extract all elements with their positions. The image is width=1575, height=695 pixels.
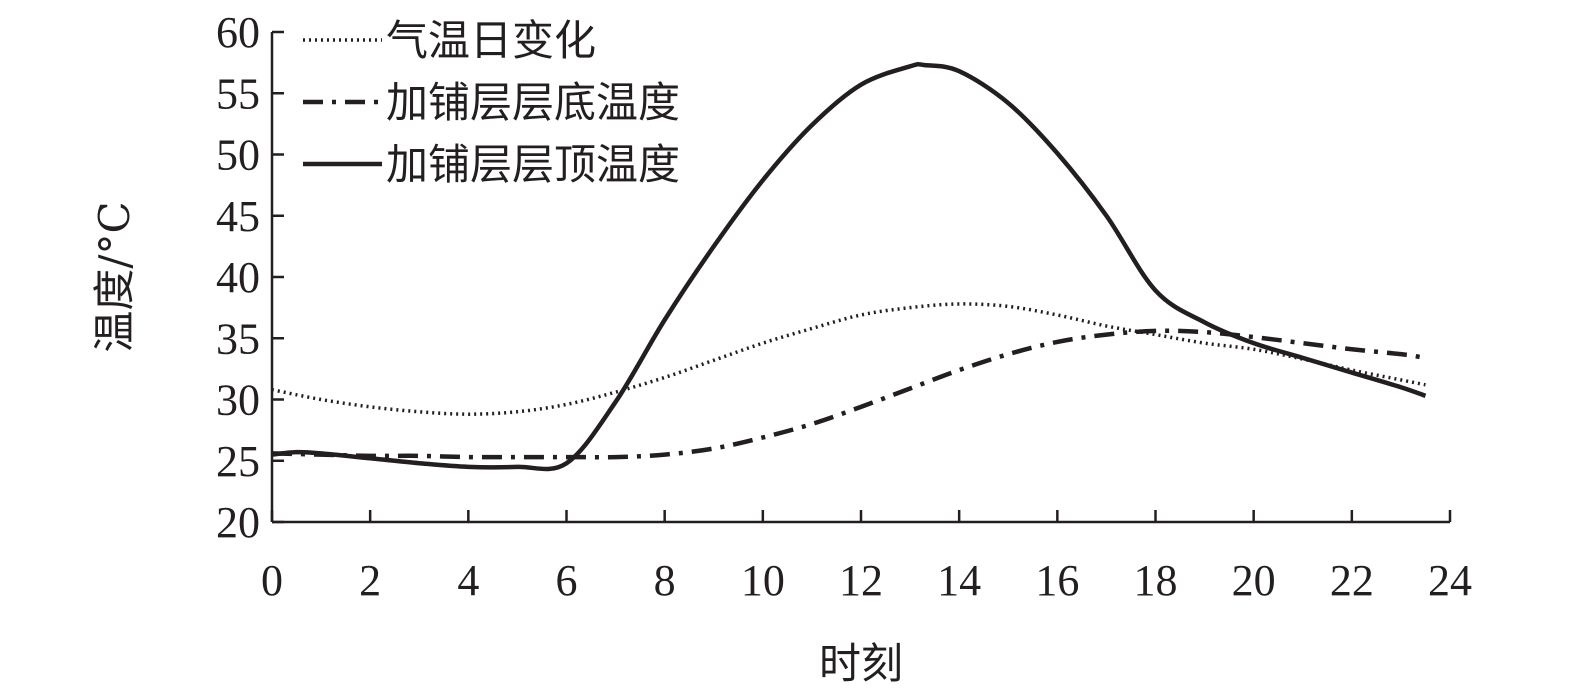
x-tick-label: 16 xyxy=(1035,556,1079,605)
y-axis-ticks: 20 25 30 35 40 45 50 55 60 xyxy=(216,8,284,547)
y-tick-label: 45 xyxy=(216,192,260,241)
x-tick-label: 14 xyxy=(937,556,981,605)
legend-item-overlay-top: 加铺层层顶温度 xyxy=(303,140,680,189)
x-tick-label: 20 xyxy=(1232,556,1276,605)
series-group xyxy=(271,61,1427,472)
y-tick-label: 35 xyxy=(216,314,260,363)
x-tick-label: 2 xyxy=(359,556,381,605)
x-axis-title: 时刻 xyxy=(819,639,903,688)
legend-label: 加铺层层底温度 xyxy=(386,78,680,127)
x-axis-ticks: 0 2 4 6 8 10 12 14 16 18 20 22 24 xyxy=(261,510,1472,605)
y-tick-label: 60 xyxy=(216,8,260,57)
x-tick-label: 4 xyxy=(457,556,479,605)
y-tick-label: 40 xyxy=(216,253,260,302)
x-tick-label: 24 xyxy=(1428,556,1472,605)
y-tick-label: 30 xyxy=(216,376,260,425)
overlay-top-temperature-line xyxy=(271,61,1427,472)
y-tick-label: 20 xyxy=(216,498,260,547)
x-tick-label: 18 xyxy=(1134,556,1178,605)
legend-label: 气温日变化 xyxy=(386,16,596,65)
y-tick-label: 55 xyxy=(216,69,260,118)
legend-item-air-temperature: 气温日变化 xyxy=(303,16,596,65)
y-tick-label: 25 xyxy=(216,437,260,486)
x-tick-label: 6 xyxy=(556,556,578,605)
x-tick-label: 0 xyxy=(261,556,283,605)
air-temperature-line xyxy=(271,302,1426,416)
legend-label: 加铺层层顶温度 xyxy=(386,140,680,189)
y-tick-label: 50 xyxy=(216,131,260,180)
overlay-bottom-temperature-line xyxy=(271,328,1426,460)
x-tick-label: 10 xyxy=(741,556,785,605)
x-tick-label: 12 xyxy=(839,556,883,605)
x-tick-label: 8 xyxy=(654,556,676,605)
y-axis-title: 温度/°C xyxy=(90,201,139,352)
x-tick-label: 22 xyxy=(1330,556,1374,605)
legend-item-overlay-bottom: 加铺层层底温度 xyxy=(303,78,680,127)
